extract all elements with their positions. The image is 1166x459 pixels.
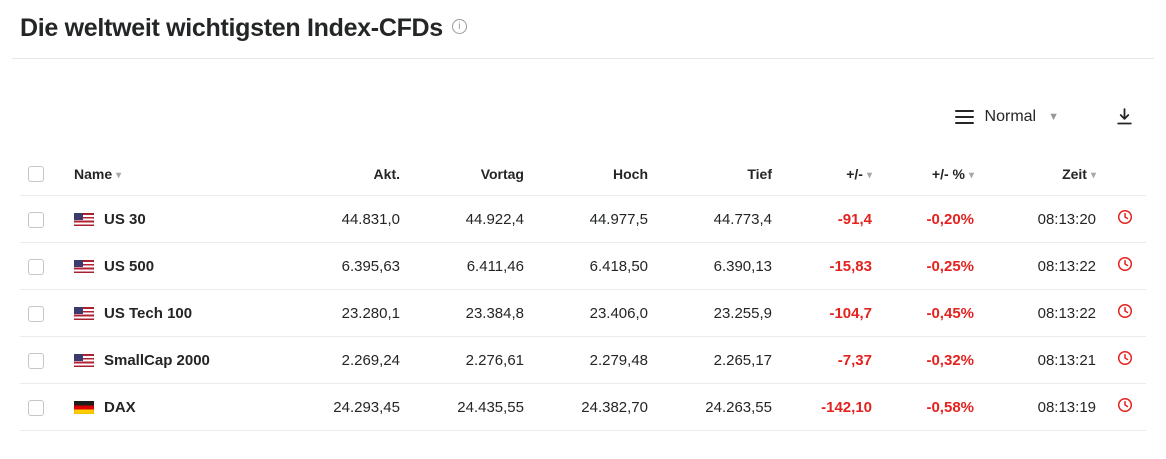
row-checkbox[interactable] [28, 258, 44, 275]
quote-time: 08:13:22 [982, 242, 1104, 291]
view-switcher-label: Normal [984, 107, 1037, 125]
instrument-name[interactable]: US Tech 100 [104, 304, 193, 322]
us-flag-icon [74, 259, 94, 273]
us-flag-icon [74, 212, 94, 226]
high-price: 24.382,70 [532, 383, 656, 432]
instrument-name[interactable]: SmallCap 2000 [104, 351, 210, 369]
column-header-name[interactable]: Name ▾ [66, 152, 302, 197]
us-flag-icon [74, 353, 94, 367]
germany-flag-icon [74, 400, 94, 414]
column-header-change[interactable]: +/- ▾ [780, 152, 880, 197]
high-price: 2.279,48 [532, 336, 656, 385]
info-icon[interactable]: i [451, 19, 467, 34]
low-price: 44.773,4 [656, 195, 780, 244]
high-price: 44.977,5 [532, 195, 656, 244]
row-checkbox[interactable] [28, 399, 44, 416]
layout-list-icon [954, 109, 974, 124]
realtime-clock-icon [1117, 398, 1133, 413]
index-cfds-table: Name ▾ Akt. Vortag Hoch Tief +/- ▾ +/- % ▾ … [20, 152, 1146, 432]
last-price: 2.269,24 [302, 336, 408, 385]
change-percent: -0,25% [880, 242, 982, 291]
download-icon [1117, 108, 1132, 125]
column-header-high[interactable]: Hoch [532, 152, 656, 197]
table-row: DAX 24.293,45 24.435,55 24.382,70 24.263… [20, 383, 1146, 432]
change-value: -91,4 [780, 195, 880, 244]
realtime-clock-icon [1117, 257, 1133, 272]
us-flag-icon [74, 306, 94, 320]
change-value: -104,7 [780, 289, 880, 338]
column-header-time[interactable]: Zeit ▾ [982, 152, 1104, 197]
page-header: Die weltweit wichtigsten Index-CFDs i [20, 14, 1146, 43]
prev-close: 44.922,4 [408, 195, 532, 244]
download-button[interactable] [1115, 107, 1134, 126]
realtime-clock-icon [1117, 210, 1133, 225]
row-checkbox[interactable] [28, 305, 44, 322]
chevron-down-icon: ▼ [1048, 110, 1059, 123]
high-price: 6.418,50 [532, 242, 656, 291]
last-price: 24.293,45 [302, 383, 408, 432]
table-header-row: Name ▾ Akt. Vortag Hoch Tief +/- ▾ +/- % ▾ … [20, 152, 1146, 197]
change-percent: -0,32% [880, 336, 982, 385]
high-price: 23.406,0 [532, 289, 656, 338]
table-row: US Tech 100 23.280,1 23.384,8 23.406,0 2… [20, 289, 1146, 338]
column-header-prev[interactable]: Vortag [408, 152, 532, 197]
index-cfds-page: Die weltweit wichtigsten Index-CFDs i No… [12, 14, 1154, 432]
change-value: -7,37 [780, 336, 880, 385]
change-percent: -0,58% [880, 383, 982, 432]
realtime-clock-icon [1117, 304, 1133, 319]
sort-arrow-icon: ▾ [116, 169, 122, 181]
prev-close: 24.435,55 [408, 383, 532, 432]
low-price: 24.263,55 [656, 383, 780, 432]
table-row: US 30 44.831,0 44.922,4 44.977,5 44.773,… [20, 195, 1146, 244]
page-title: Die weltweit wichtigsten Index-CFDs [20, 14, 443, 42]
last-price: 23.280,1 [302, 289, 408, 338]
row-checkbox[interactable] [28, 211, 44, 228]
row-checkbox[interactable] [28, 352, 44, 369]
change-value: -142,10 [780, 383, 880, 432]
column-header-change-percent[interactable]: +/- % ▾ [880, 152, 982, 197]
quote-time: 08:13:21 [982, 336, 1104, 385]
sort-arrow-icon: ▾ [866, 169, 872, 181]
instrument-name[interactable]: US 500 [104, 257, 155, 275]
sort-arrow-icon: ▾ [968, 169, 974, 181]
column-header-last[interactable]: Akt. [302, 152, 408, 197]
prev-close: 6.411,46 [408, 242, 532, 291]
change-value: -15,83 [780, 242, 880, 291]
table-row: SmallCap 2000 2.269,24 2.276,61 2.279,48… [20, 336, 1146, 385]
prev-close: 23.384,8 [408, 289, 532, 338]
view-switcher[interactable]: Normal ▼ [954, 107, 1059, 126]
instrument-name[interactable]: DAX [104, 398, 136, 416]
quote-time: 08:13:19 [982, 383, 1104, 432]
low-price: 2.265,17 [656, 336, 780, 385]
change-percent: -0,45% [880, 289, 982, 338]
instrument-name[interactable]: US 30 [104, 210, 146, 228]
last-price: 44.831,0 [302, 195, 408, 244]
quote-time: 08:13:22 [982, 289, 1104, 338]
prev-close: 2.276,61 [408, 336, 532, 385]
low-price: 6.390,13 [656, 242, 780, 291]
last-price: 6.395,63 [302, 242, 408, 291]
table-toolbar: Normal ▼ [20, 107, 1146, 126]
low-price: 23.255,9 [656, 289, 780, 338]
title-divider [12, 58, 1154, 59]
table-row: US 500 6.395,63 6.411,46 6.418,50 6.390,… [20, 242, 1146, 291]
quote-time: 08:13:20 [982, 195, 1104, 244]
change-percent: -0,20% [880, 195, 982, 244]
sort-arrow-icon: ▾ [1090, 169, 1096, 181]
select-all-checkbox[interactable] [28, 166, 44, 183]
column-header-low[interactable]: Tief [656, 152, 780, 197]
realtime-clock-icon [1117, 351, 1133, 366]
